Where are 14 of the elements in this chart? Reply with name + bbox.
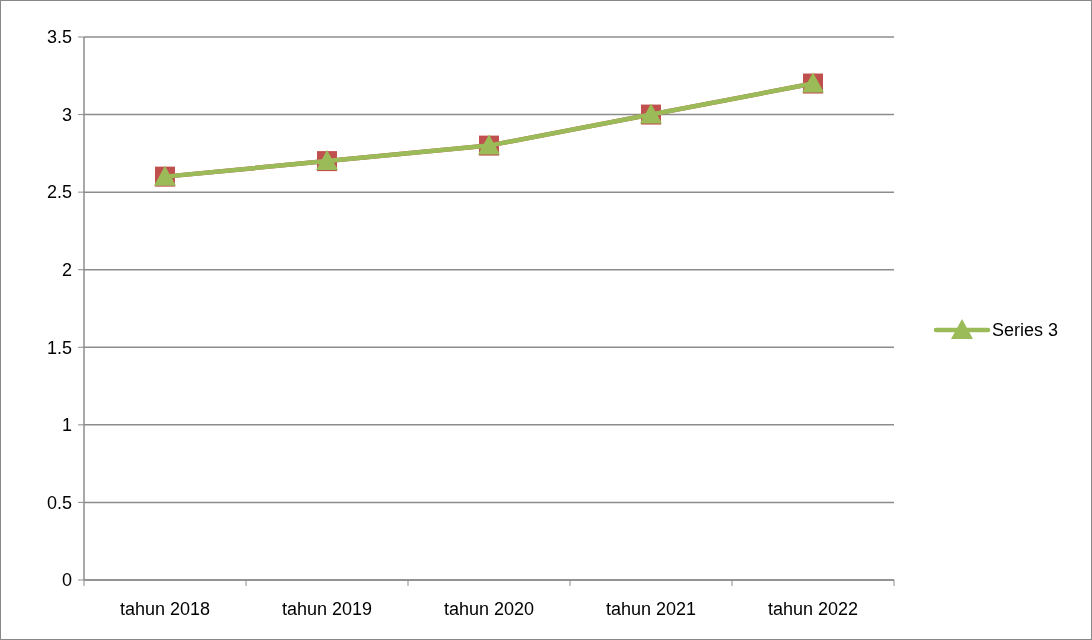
y-tick-label: 2 <box>61 260 72 281</box>
x-tick-label: tahun 2022 <box>767 599 859 619</box>
y-tick-label: 0.5 <box>46 492 72 513</box>
y-tick-label: 2.5 <box>46 182 72 203</box>
y-tick-label: 3.5 <box>46 27 72 48</box>
x-tick-label: tahun 2020 <box>443 599 535 619</box>
y-tick-label: 1 <box>61 415 72 436</box>
x-tick-label: tahun 2018 <box>119 599 211 619</box>
legend-label: Series 3 <box>992 320 1059 341</box>
x-tick-label: tahun 2019 <box>281 599 373 619</box>
y-tick-label: 0 <box>61 570 72 591</box>
y-tick-label: 1.5 <box>46 337 72 358</box>
x-tick-label: tahun 2021 <box>605 599 697 619</box>
y-tick-label: 3 <box>61 104 72 125</box>
